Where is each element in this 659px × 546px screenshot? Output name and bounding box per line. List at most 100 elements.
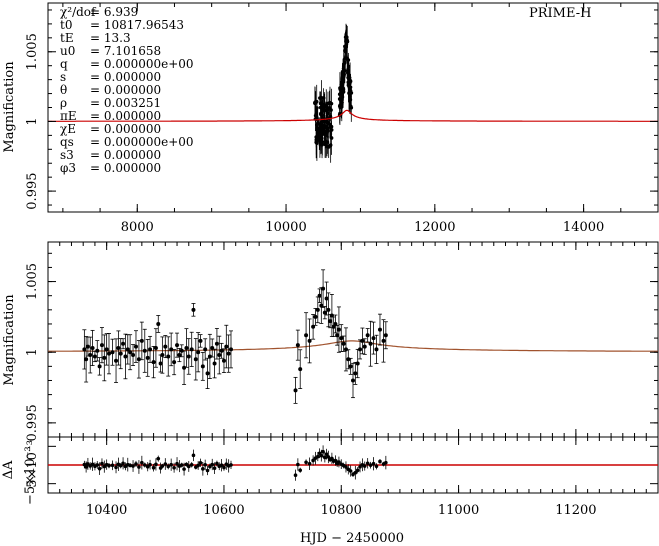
residual-data-point — [110, 463, 115, 468]
middle-data-point — [177, 353, 182, 358]
middle-data-point — [102, 355, 107, 360]
middle-data-point — [85, 344, 90, 349]
param-symbol: πE — [60, 109, 77, 123]
residual-data-point — [311, 458, 315, 463]
middle-data-point — [377, 327, 382, 332]
middle-data-point — [189, 347, 194, 352]
residual-data-point — [358, 465, 362, 469]
top-data-point — [326, 101, 330, 106]
top-xtick-label: 12000 — [414, 220, 455, 235]
middle-data-point — [110, 350, 115, 355]
param-symbol: tE — [60, 31, 74, 45]
residual-data-point — [160, 464, 165, 468]
top-xtick-label: 8000 — [121, 220, 154, 235]
middle-data-point — [328, 319, 333, 324]
residual-data-point — [191, 453, 196, 458]
residual-xtick-label: 10400 — [86, 503, 127, 518]
middle-data-point — [128, 350, 133, 355]
param-value: = 0.000000 — [90, 83, 161, 97]
middle-data-point — [229, 347, 233, 352]
top-data-point — [313, 101, 317, 105]
param-value: = 0.000000 — [90, 122, 161, 136]
residual-data-point — [203, 463, 207, 467]
middle-data-point — [355, 361, 360, 366]
middle-data-point — [198, 338, 203, 343]
top-data-point — [324, 129, 328, 134]
middle-data-point — [175, 343, 180, 348]
residual-data-point — [323, 455, 327, 460]
middle-data-point — [214, 341, 219, 346]
middle-data-point — [343, 347, 348, 352]
residual-data-point — [298, 468, 303, 473]
middle-data-point — [362, 344, 367, 349]
top-data-point — [348, 104, 353, 109]
top-data-point — [328, 143, 333, 147]
residual-data-point — [186, 464, 191, 469]
residual-data-point — [114, 465, 118, 470]
residual-data-point — [355, 468, 360, 473]
top-data-point — [320, 113, 324, 118]
top-data-point — [321, 96, 326, 100]
top-data-point — [329, 128, 334, 132]
middle-data-point — [116, 345, 121, 350]
residual-data-point — [107, 463, 111, 468]
middle-data-point — [353, 371, 358, 376]
top-data-point — [318, 96, 322, 100]
middle-data-point — [114, 358, 119, 363]
residual-data-point — [118, 463, 123, 468]
residual-xtick-label: 11000 — [438, 503, 479, 518]
middle-data-point — [307, 338, 312, 343]
middle-data-point — [317, 293, 322, 298]
param-symbol: ρ — [60, 96, 67, 110]
middle-data-point — [193, 357, 198, 362]
param-symbol: u0 — [60, 44, 75, 58]
middle-data-point — [322, 310, 327, 315]
residual-data-point — [293, 473, 298, 478]
middle-data-point — [368, 341, 373, 346]
middle-data-point — [131, 353, 136, 358]
middle-data-point — [298, 367, 303, 372]
middle-ytick-label: 1.005 — [25, 263, 40, 300]
residual-data-point — [229, 463, 233, 467]
param-symbol: qs — [60, 135, 74, 149]
param-symbol: t0 — [60, 18, 72, 32]
middle-data-point — [148, 347, 153, 352]
middle-data-point — [97, 364, 102, 369]
top-data-point — [339, 102, 344, 107]
residual-data-point — [148, 462, 152, 467]
middle-data-point — [151, 360, 156, 365]
top-data-point — [341, 86, 345, 90]
middle-data-point — [104, 347, 109, 352]
residual-data-point — [326, 455, 331, 459]
middle-data-point — [118, 351, 123, 356]
residual-data-point — [182, 467, 186, 471]
residual-data-point — [151, 465, 156, 470]
top-data-point — [346, 64, 351, 69]
middle-panel-frame — [47, 241, 659, 438]
residual-data-point — [198, 460, 203, 465]
middle-data-point — [371, 336, 376, 341]
middle-data-point — [207, 354, 212, 359]
middle-data-point — [203, 347, 208, 352]
top-model-curve — [48, 109, 658, 122]
residual-ytick-high: 5×10⁻³ — [25, 440, 40, 488]
top-data-point — [320, 140, 325, 144]
residual-data-point — [384, 460, 388, 465]
middle-data-point — [200, 364, 205, 369]
param-symbol: χ²/dof — [60, 5, 97, 19]
residual-data-point — [140, 460, 144, 465]
middle-panel: 0.995 1 1.005 Magnification — [2, 241, 659, 441]
residual-data-point — [102, 464, 107, 469]
top-data-point — [315, 123, 319, 127]
middle-data-point — [221, 358, 226, 363]
chart-title: PRIME-H — [529, 6, 591, 21]
param-value: = 10817.96543 — [90, 18, 184, 32]
middle-data-point — [92, 354, 97, 359]
middle-data-point — [186, 354, 191, 359]
param-value: = 0.000000e+00 — [90, 135, 194, 149]
middle-data-point — [82, 347, 87, 352]
top-xtick-label: 14000 — [563, 220, 604, 235]
residual-data-point — [95, 463, 100, 467]
residual-data-point — [154, 462, 158, 467]
